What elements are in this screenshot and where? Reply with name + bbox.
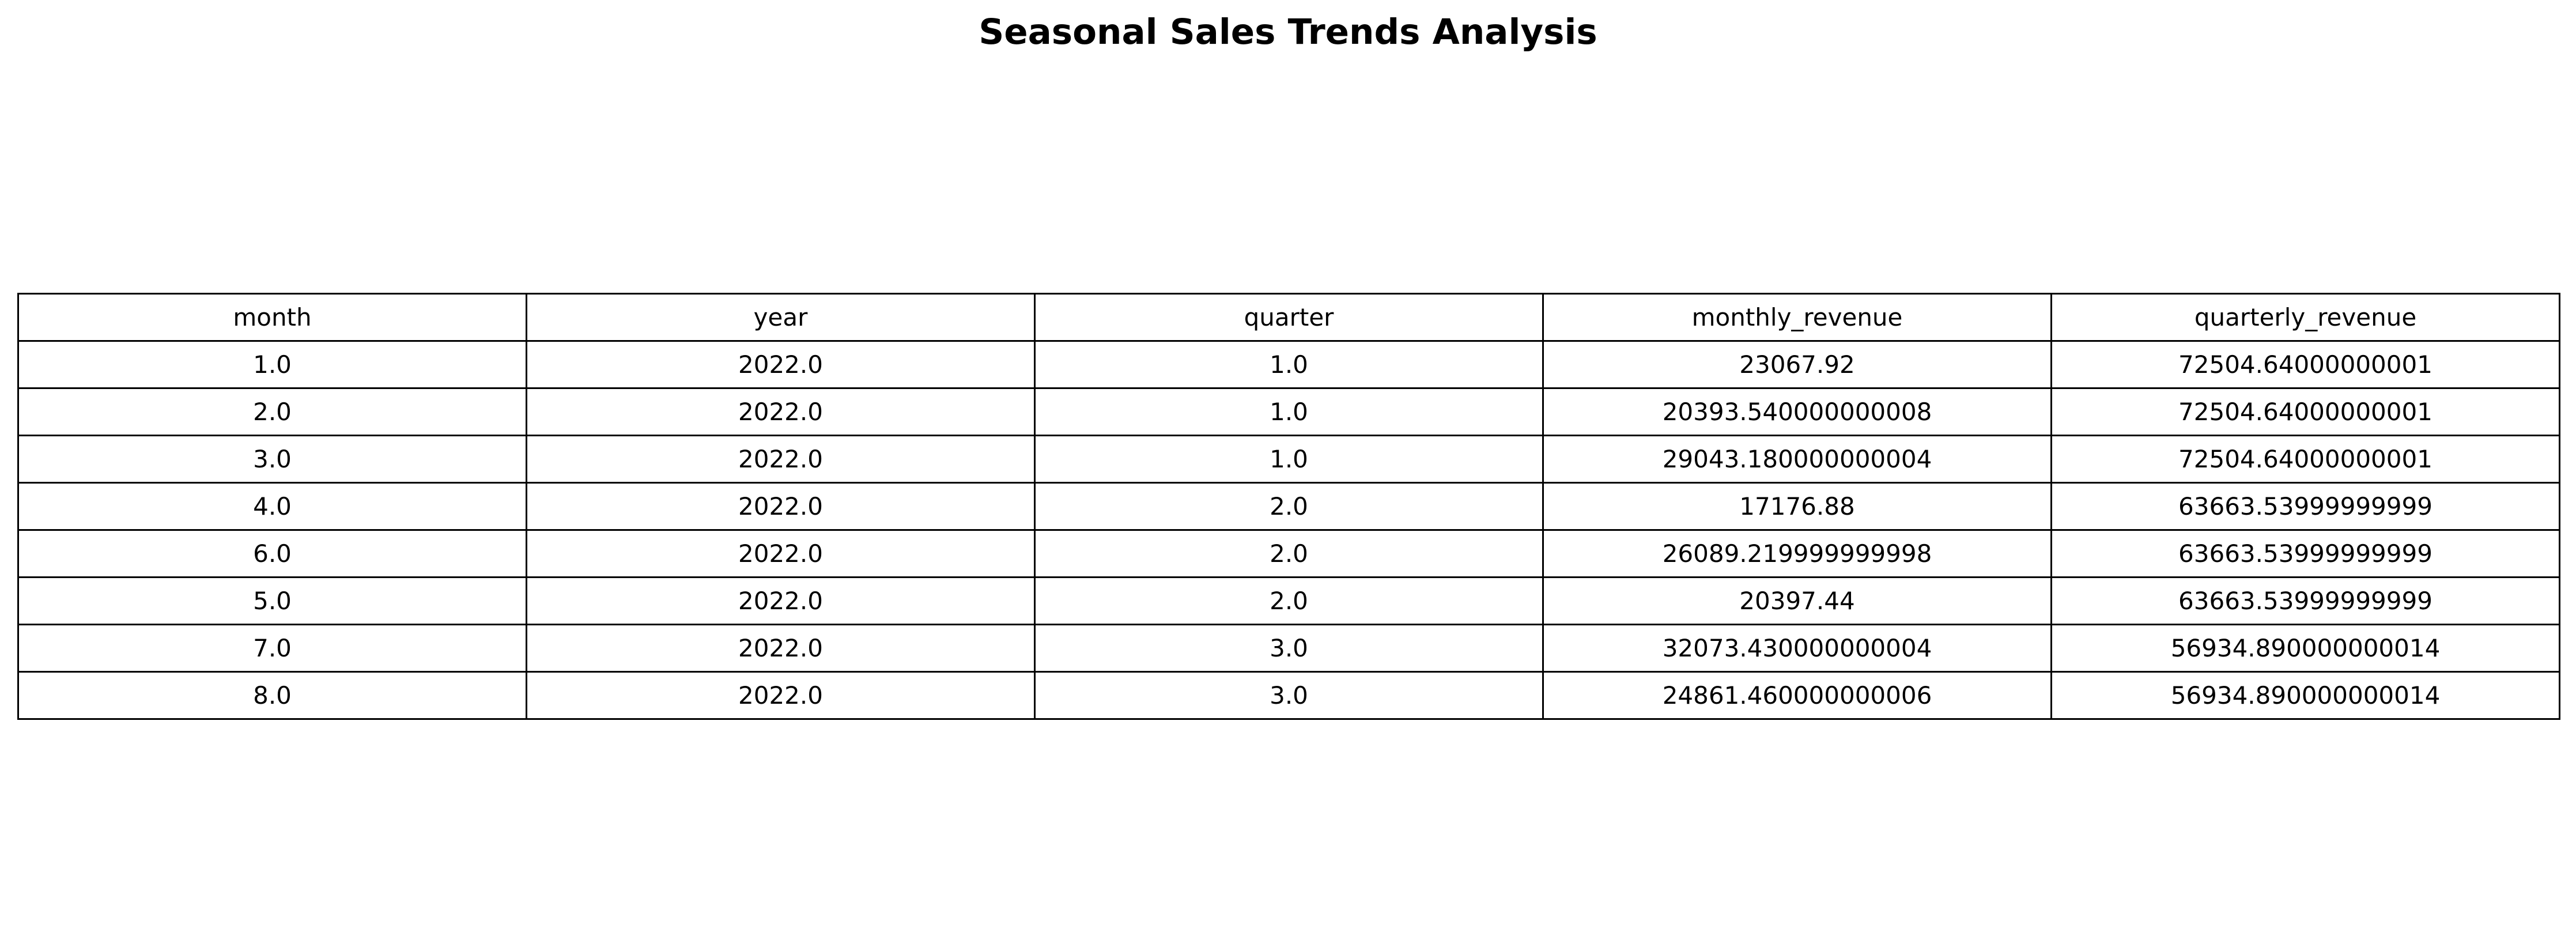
- cell-month: 5.0: [17, 576, 527, 625]
- cell-year: 2022.0: [526, 671, 1036, 720]
- cell-year: 2022.0: [526, 624, 1036, 673]
- table-header: month year quarter monthly_revenue quart…: [17, 293, 2560, 342]
- cell-month: 7.0: [17, 624, 527, 673]
- cell-monthly-revenue: 23067.92: [1542, 340, 2052, 389]
- cell-year: 2022.0: [526, 482, 1036, 531]
- cell-quarterly-revenue: 63663.53999999999: [2050, 529, 2560, 578]
- cell-quarterly-revenue: 63663.53999999999: [2050, 482, 2560, 531]
- table-row: 1.0 2022.0 1.0 23067.92 72504.6400000000…: [17, 340, 2560, 389]
- cell-quarter: 3.0: [1034, 624, 1544, 673]
- cell-monthly-revenue: 20397.44: [1542, 576, 2052, 625]
- cell-year: 2022.0: [526, 387, 1036, 436]
- cell-quarter: 3.0: [1034, 671, 1544, 720]
- data-table: month year quarter monthly_revenue quart…: [17, 293, 2560, 720]
- cell-quarter: 1.0: [1034, 435, 1544, 484]
- table-row: 7.0 2022.0 3.0 32073.430000000004 56934.…: [17, 624, 2560, 673]
- cell-month: 4.0: [17, 482, 527, 531]
- table-row: 2.0 2022.0 1.0 20393.540000000008 72504.…: [17, 387, 2560, 436]
- column-header-month: month: [17, 293, 527, 342]
- column-header-quarterly-revenue: quarterly_revenue: [2050, 293, 2560, 342]
- cell-year: 2022.0: [526, 529, 1036, 578]
- cell-quarter: 1.0: [1034, 387, 1544, 436]
- cell-monthly-revenue: 24861.460000000006: [1542, 671, 2052, 720]
- cell-quarter: 1.0: [1034, 340, 1544, 389]
- table-body: 1.0 2022.0 1.0 23067.92 72504.6400000000…: [17, 340, 2560, 720]
- cell-year: 2022.0: [526, 340, 1036, 389]
- cell-quarter: 2.0: [1034, 576, 1544, 625]
- cell-monthly-revenue: 20393.540000000008: [1542, 387, 2052, 436]
- cell-quarter: 2.0: [1034, 482, 1544, 531]
- cell-year: 2022.0: [526, 576, 1036, 625]
- column-header-quarter: quarter: [1034, 293, 1544, 342]
- cell-quarterly-revenue: 56934.890000000014: [2050, 624, 2560, 673]
- cell-quarterly-revenue: 56934.890000000014: [2050, 671, 2560, 720]
- column-header-year: year: [526, 293, 1036, 342]
- cell-monthly-revenue: 17176.88: [1542, 482, 2052, 531]
- cell-month: 8.0: [17, 671, 527, 720]
- cell-quarterly-revenue: 63663.53999999999: [2050, 576, 2560, 625]
- cell-month: 2.0: [17, 387, 527, 436]
- table-row: 6.0 2022.0 2.0 26089.219999999998 63663.…: [17, 529, 2560, 578]
- header-row: month year quarter monthly_revenue quart…: [17, 293, 2560, 342]
- cell-month: 1.0: [17, 340, 527, 389]
- cell-month: 3.0: [17, 435, 527, 484]
- cell-quarterly-revenue: 72504.64000000001: [2050, 435, 2560, 484]
- table-row: 3.0 2022.0 1.0 29043.180000000004 72504.…: [17, 435, 2560, 484]
- cell-year: 2022.0: [526, 435, 1036, 484]
- table-row: 8.0 2022.0 3.0 24861.460000000006 56934.…: [17, 671, 2560, 720]
- cell-quarter: 2.0: [1034, 529, 1544, 578]
- cell-quarterly-revenue: 72504.64000000001: [2050, 340, 2560, 389]
- column-header-monthly-revenue: monthly_revenue: [1542, 293, 2052, 342]
- cell-month: 6.0: [17, 529, 527, 578]
- cell-monthly-revenue: 29043.180000000004: [1542, 435, 2052, 484]
- table-row: 5.0 2022.0 2.0 20397.44 63663.5399999999…: [17, 576, 2560, 625]
- table-row: 4.0 2022.0 2.0 17176.88 63663.5399999999…: [17, 482, 2560, 531]
- table-container: month year quarter monthly_revenue quart…: [17, 293, 2560, 720]
- cell-monthly-revenue: 32073.430000000004: [1542, 624, 2052, 673]
- cell-monthly-revenue: 26089.219999999998: [1542, 529, 2052, 578]
- chart-title: Seasonal Sales Trends Analysis: [979, 12, 1597, 52]
- cell-quarterly-revenue: 72504.64000000001: [2050, 387, 2560, 436]
